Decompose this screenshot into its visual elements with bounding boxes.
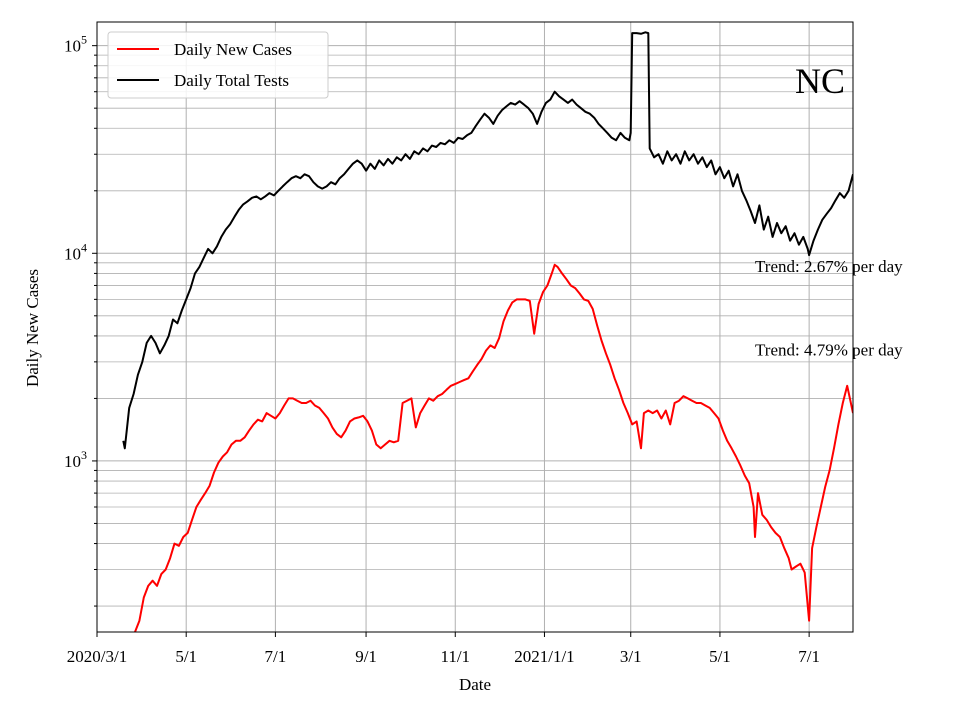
trend-annotation: Trend: 2.67% per day — [755, 257, 903, 276]
x-tick-label: 5/1 — [175, 647, 197, 666]
x-tick-label: 7/1 — [265, 647, 287, 666]
x-tick-label: 5/1 — [709, 647, 731, 666]
axes-frame — [96, 21, 854, 633]
grid-lines — [96, 22, 853, 632]
legend-label: Daily Total Tests — [174, 71, 289, 90]
y-tick-label: 105 — [64, 33, 87, 56]
legend: Daily New Cases Daily Total Tests — [107, 31, 329, 99]
x-tick-label: 3/1 — [620, 647, 642, 666]
x-tick-label: 9/1 — [355, 647, 377, 666]
x-tick-label: 7/1 — [798, 647, 820, 666]
x-tick-label: 2021/1/1 — [514, 647, 574, 666]
y-axis-label: Daily New Cases — [23, 269, 42, 387]
legend-label: Daily New Cases — [174, 40, 292, 59]
legend-box — [107, 31, 329, 99]
y-tick-label: 103 — [64, 448, 87, 471]
y-tick-label: 104 — [64, 240, 87, 263]
series-line-daily-total-tests — [122, 31, 853, 450]
x-axis-ticks: 2020/3/1 5/1 7/1 9/1 11/1 2021/1/1 3/1 5/1 7/1 — [67, 632, 820, 666]
trend-annotation: Trend: 4.79% per day — [755, 340, 903, 359]
series-line-daily-new-cases — [134, 263, 853, 632]
series-layer — [122, 31, 853, 632]
x-tick-label: 11/1 — [440, 647, 470, 666]
trend-annotations: Trend: 2.67% per day Trend: 4.79% per day — [755, 257, 903, 359]
state-label: NC — [795, 61, 845, 101]
x-tick-label: 2020/3/1 — [67, 647, 127, 666]
x-axis-label: Date — [459, 675, 491, 694]
y-axis-ticks: 103 104 105 — [64, 33, 97, 607]
